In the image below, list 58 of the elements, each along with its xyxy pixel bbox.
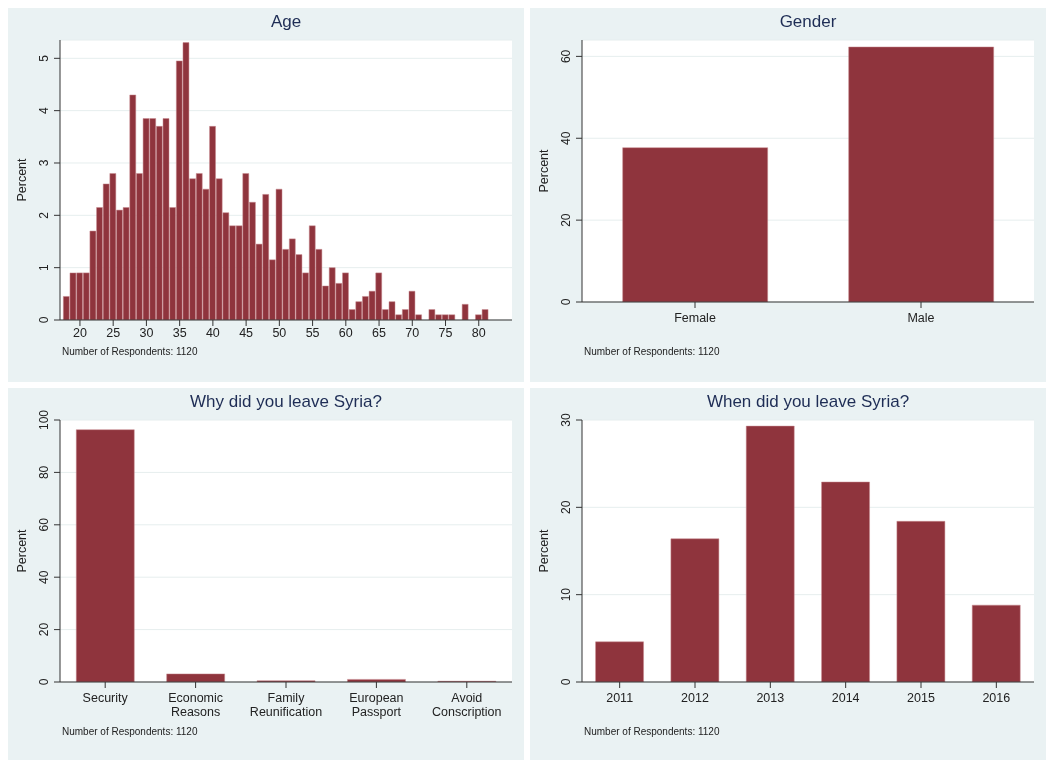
x-tick-label: 35 [172, 325, 187, 340]
y-tick-label: 1 [37, 264, 51, 272]
x-tick-label: 2013 [756, 691, 785, 705]
chart-title: When did you leave Syria? [705, 392, 911, 411]
x-tick-label: 25 [106, 325, 121, 340]
x-tick-label: 45 [239, 325, 254, 340]
y-tick-label: 2 [37, 211, 51, 219]
y-tick-label: 0 [559, 298, 573, 306]
x-tick-label: 2014 [831, 691, 860, 705]
x-tick-label: Male [907, 311, 935, 325]
y-tick-label: 60 [37, 517, 51, 532]
chart-title: Age [269, 12, 303, 31]
text: Number of Respondents: 1120 [583, 726, 721, 737]
text: Number of Respondents: 1120 [61, 726, 199, 737]
x-tick-label: 55 [305, 325, 320, 340]
y-tick-label: 3 [37, 159, 51, 167]
y-tick-label: 10 [559, 587, 573, 602]
y-axis-title: Percent [537, 148, 552, 193]
x-tick-label: 2012 [681, 691, 709, 705]
x-tick-label: 80 [471, 325, 486, 340]
y-tick-label: 30 [559, 413, 573, 427]
x-tick-label: 2015 [907, 691, 935, 705]
x-tick-label: 70 [405, 325, 420, 340]
y-tick-label: 20 [559, 500, 573, 515]
y-tick-label: 20 [559, 213, 573, 227]
x-tick-label: European Passport [349, 691, 404, 719]
y-tick-label: 40 [37, 570, 51, 584]
x-tick-label: Female [674, 311, 716, 325]
x-tick-label: Family Reunification [249, 691, 323, 719]
x-tick-label: 75 [438, 325, 453, 340]
x-tick-label: Security [82, 691, 129, 705]
x-tick-label: 40 [205, 325, 220, 340]
y-tick-label: 80 [37, 465, 51, 480]
x-tick-label: Economic Reasons [168, 691, 224, 719]
x-tick-label: 20 [72, 325, 87, 340]
x-tick-label: Avoid Conscription [432, 691, 502, 719]
y-axis-title: Percent [537, 528, 552, 573]
y-axis-title: Percent [15, 157, 30, 202]
text: Number of Respondents: 1120 [61, 346, 199, 357]
chart-title: Why did you leave Syria? [189, 392, 383, 411]
y-tick-label: 5 [37, 54, 51, 62]
y-tick-label: 0 [37, 678, 51, 686]
y-tick-label: 20 [37, 622, 51, 637]
x-tick-label: 65 [372, 325, 387, 340]
text: Number of Respondents: 1120 [583, 346, 721, 357]
y-tick-label: 40 [559, 131, 573, 145]
y-tick-label: 0 [559, 678, 573, 686]
x-tick-label: 50 [272, 325, 287, 340]
y-tick-label: 0 [37, 316, 51, 324]
y-tick-label: 100 [37, 409, 51, 431]
x-tick-label: 2016 [982, 691, 1011, 705]
y-tick-label: 4 [37, 107, 51, 114]
x-tick-label: 2011 [606, 691, 634, 705]
x-tick-label: 60 [338, 325, 353, 340]
y-axis-title: Percent [15, 528, 30, 573]
x-tick-label: 30 [139, 325, 154, 340]
y-tick-label: 60 [559, 49, 573, 64]
chart-title: Gender [778, 12, 838, 31]
